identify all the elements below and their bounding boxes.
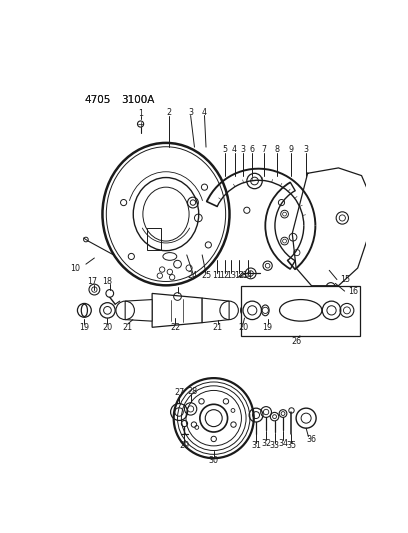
Text: 30: 30	[209, 456, 219, 465]
Bar	[147, 228, 161, 249]
Text: 7: 7	[261, 145, 266, 154]
Text: 11: 11	[212, 271, 222, 280]
Text: 27: 27	[174, 388, 184, 397]
Text: 19: 19	[263, 323, 273, 332]
Text: 10: 10	[70, 263, 80, 272]
Text: 17: 17	[87, 277, 97, 286]
Text: 29: 29	[180, 441, 190, 450]
Text: 5: 5	[223, 145, 228, 154]
Text: 13: 13	[226, 271, 236, 280]
Text: 3100A: 3100A	[121, 95, 155, 105]
Text: 4: 4	[232, 145, 237, 154]
Text: 6: 6	[250, 145, 255, 154]
Text: 22: 22	[170, 323, 180, 332]
Text: 16: 16	[348, 287, 358, 296]
Text: 3: 3	[304, 145, 308, 154]
Polygon shape	[125, 300, 152, 321]
Text: 12: 12	[234, 271, 244, 280]
Text: 1: 1	[138, 109, 143, 118]
Text: 4705: 4705	[84, 95, 111, 105]
Text: 2: 2	[166, 108, 172, 117]
Text: 18: 18	[102, 277, 113, 286]
Text: 31: 31	[251, 441, 261, 450]
Text: 34: 34	[278, 439, 288, 448]
Text: 33: 33	[270, 441, 279, 450]
Circle shape	[137, 121, 144, 127]
Polygon shape	[152, 294, 202, 327]
Text: 28: 28	[188, 387, 198, 397]
Text: 3: 3	[188, 108, 193, 117]
Ellipse shape	[279, 300, 322, 321]
Text: 3100A: 3100A	[121, 95, 155, 105]
Bar	[241, 286, 360, 336]
Text: 9: 9	[288, 145, 293, 154]
Text: 21: 21	[122, 323, 133, 332]
Text: 15: 15	[340, 275, 350, 284]
Text: 3: 3	[240, 145, 246, 154]
Text: 14: 14	[243, 271, 253, 280]
Text: 35: 35	[286, 441, 297, 450]
Text: 20: 20	[102, 323, 113, 332]
Text: 25: 25	[201, 271, 211, 280]
Text: 12: 12	[220, 271, 230, 280]
Text: 19: 19	[79, 323, 89, 332]
Text: 21: 21	[213, 323, 223, 332]
Text: 32: 32	[261, 439, 271, 448]
Text: 26: 26	[291, 337, 301, 346]
Text: 20: 20	[238, 323, 248, 332]
Text: 36: 36	[306, 435, 317, 444]
Bar	[327, 295, 344, 308]
Text: 4: 4	[202, 108, 207, 117]
Text: 4705: 4705	[84, 95, 111, 105]
Text: 8: 8	[274, 145, 279, 154]
Polygon shape	[202, 298, 229, 322]
Text: 24: 24	[188, 271, 198, 280]
